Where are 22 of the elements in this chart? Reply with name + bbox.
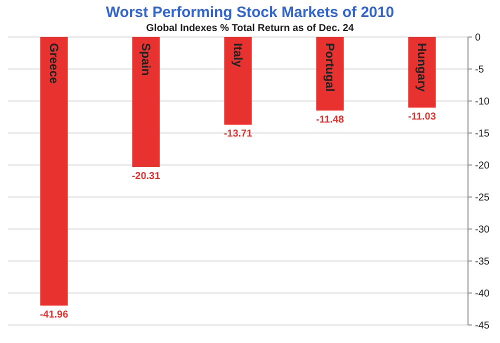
y-tick-label: -30: [475, 224, 490, 236]
data-label: -20.31: [132, 170, 161, 182]
y-tick-label: 0: [475, 32, 481, 44]
data-label: -11.03: [408, 112, 436, 123]
data-label: -11.48: [316, 114, 344, 126]
chart-subtitle: Global Indexes % Total Return as of Dec. 24: [146, 23, 354, 34]
data-label: -13.71: [224, 128, 253, 140]
chart-title: Worst Performing Stock Markets of 2010: [106, 4, 394, 21]
y-tick-label: -20: [475, 160, 490, 172]
y-tick-label: -35: [475, 256, 490, 268]
x-tick-label: Spain: [138, 43, 153, 76]
x-tick-label: Hungary: [414, 43, 429, 92]
y-tick-label: -45: [475, 320, 490, 332]
data-label: -41.96: [40, 310, 69, 321]
y-tick-label: -25: [475, 192, 490, 204]
x-tick-label: Greece: [46, 43, 61, 84]
y-tick-label: -40: [475, 288, 490, 300]
y-tick-label: -5: [475, 64, 484, 76]
y-tick-label: -10: [475, 96, 490, 108]
x-tick-label: Portugal: [322, 43, 337, 92]
x-tick-label: Italy: [230, 43, 245, 68]
y-tick-label: -15: [475, 128, 490, 140]
